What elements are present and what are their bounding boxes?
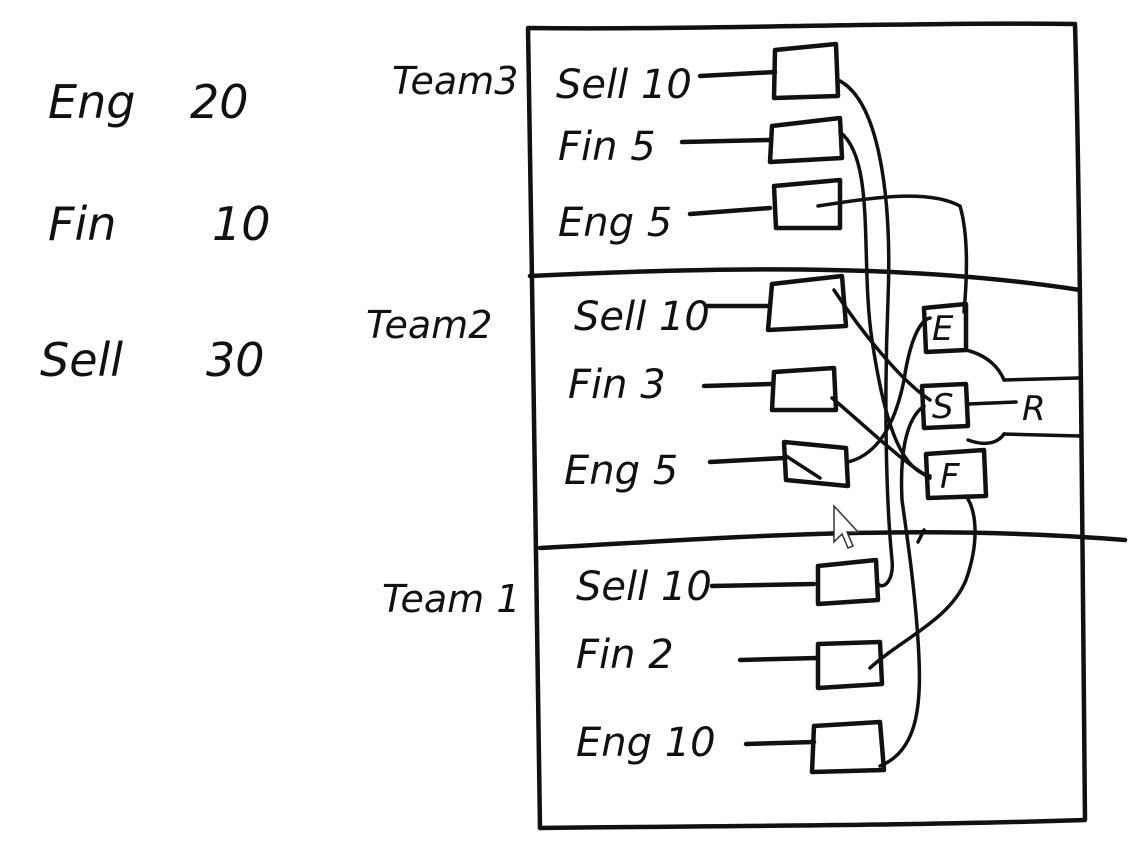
row-link-team3-fin — [679, 137, 773, 145]
row-label-team1-eng: Eng 10 — [576, 720, 716, 766]
team-labels: Team3 Team2 Team 1 — [366, 59, 520, 621]
team-label-team2: Team2 — [366, 303, 492, 347]
row-label-team3-fin: Fin 5 — [558, 124, 656, 170]
curve-team3-eng-to-e — [816, 194, 969, 314]
connector-curves — [784, 78, 1006, 768]
row-label-team3-sell: Sell 10 — [556, 62, 692, 108]
box-team1-eng — [809, 719, 887, 775]
curve-team3-sell-to-team1-sell — [836, 78, 894, 588]
mark-team2-eng-slash — [784, 454, 822, 480]
team2-rows: Sell 10 Fin 3 Eng 5 — [564, 273, 851, 494]
node-f-box — [923, 447, 989, 501]
cursor-icon — [833, 504, 860, 549]
row-label-team2-eng: Eng 5 — [564, 448, 678, 494]
curve-team2-fin-to-f — [830, 396, 932, 480]
row-link-team1-eng — [743, 739, 817, 747]
box-team2-fin — [769, 365, 839, 413]
team3-rows: Sell 10 Fin 5 Eng 5 — [556, 41, 845, 246]
team-label-team1: Team 1 — [382, 577, 520, 621]
link-s-to-r — [966, 400, 1018, 406]
box-team2-eng — [781, 439, 851, 489]
curve-s-to-r-lower — [966, 432, 1006, 446]
box-team1-sell — [815, 557, 881, 607]
cursor-arrow-shape — [833, 504, 860, 549]
curve-e-to-r — [964, 348, 1006, 382]
building-frame — [525, 21, 1128, 831]
curve-team1-fin-to-f — [868, 494, 977, 670]
curve-team2-sell-to-s — [832, 288, 932, 402]
divider-team3-team2 — [527, 267, 1083, 293]
box-team2-sell — [765, 273, 849, 333]
curve-team2-eng-to-e — [846, 316, 932, 464]
box-team1-fin — [815, 639, 885, 691]
totals-list: Eng 20 Fin 10 Sell 30 — [40, 75, 271, 387]
node-s-label: S — [932, 387, 954, 427]
mark-small-tick — [916, 528, 926, 544]
total-count-eng: 20 — [190, 75, 249, 129]
total-dept-eng: Eng — [48, 75, 135, 129]
row-label-team1-fin: Fin 2 — [576, 632, 674, 678]
row-link-team3-eng — [687, 205, 773, 217]
node-f-label: F — [940, 457, 960, 497]
total-dept-fin: Fin — [48, 197, 116, 251]
total-dept-sell: Sell — [40, 333, 123, 387]
row-link-team2-fin — [701, 381, 775, 389]
row-label-team2-sell: Sell 10 — [574, 294, 710, 340]
team-label-team3: Team3 — [392, 59, 518, 103]
row-link-team3-sell — [697, 69, 778, 79]
node-e-label: E — [932, 309, 954, 349]
box-team3-eng — [771, 177, 843, 231]
row-label-team3-eng: Eng 5 — [558, 200, 672, 246]
team1-rows: Sell 10 Fin 2 Eng 10 — [576, 557, 887, 775]
frame-outline — [525, 21, 1088, 831]
link-r-lower — [1002, 432, 1082, 438]
node-s-box — [919, 381, 971, 431]
row-label-team1-sell: Sell 10 — [576, 564, 712, 610]
total-count-fin: 10 — [212, 197, 271, 251]
box-team3-sell — [771, 41, 841, 101]
node-r-label: R — [1022, 389, 1046, 429]
curve-team1-eng-to-s — [878, 404, 926, 768]
divider-team2-team1 — [537, 530, 1128, 551]
row-link-team1-fin — [737, 655, 821, 663]
link-r-upper — [1002, 376, 1080, 382]
row-link-team1-sell — [709, 581, 817, 589]
box-team3-fin — [767, 115, 845, 165]
department-nodes: E S F R — [919, 301, 1082, 501]
row-label-team2-fin: Fin 3 — [568, 362, 666, 408]
total-count-sell: 30 — [206, 333, 265, 387]
row-link-team2-eng — [707, 455, 787, 465]
